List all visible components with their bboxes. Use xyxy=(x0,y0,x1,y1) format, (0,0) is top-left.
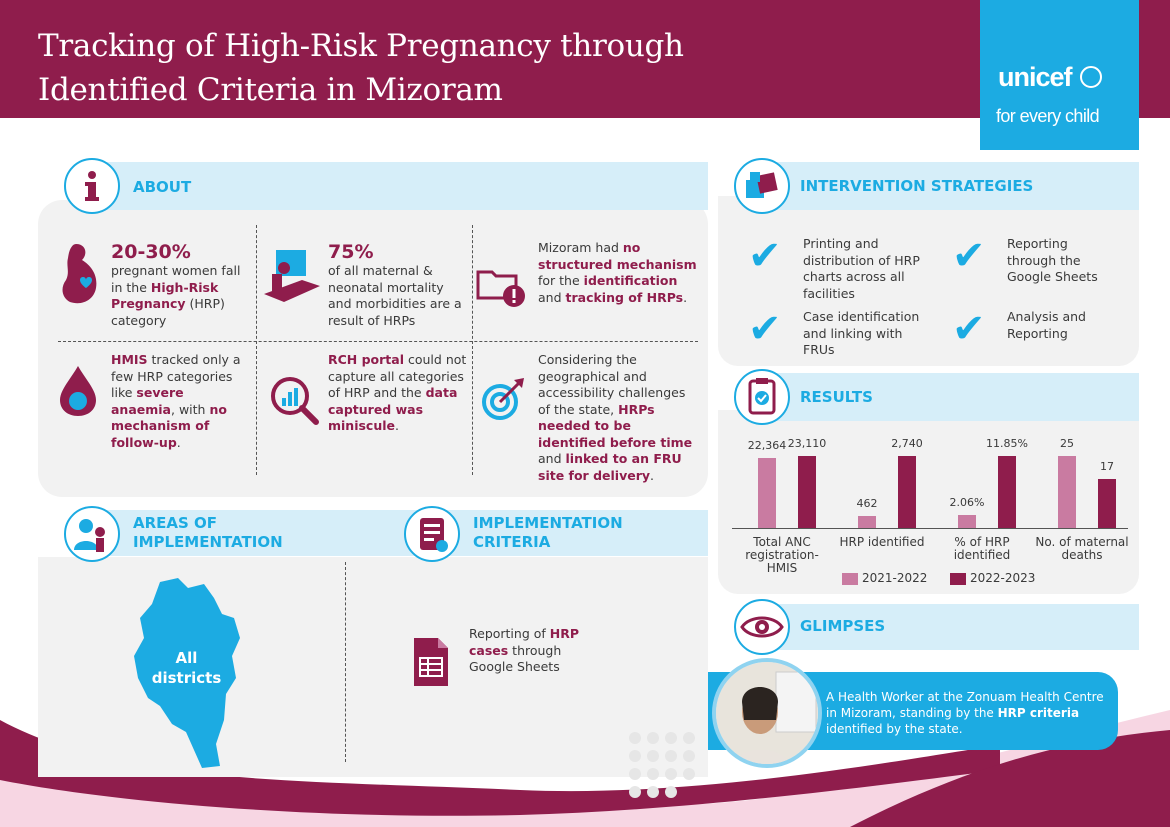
blood-drop-icon xyxy=(60,366,96,416)
about-panel xyxy=(38,200,708,497)
folder-alert-icon xyxy=(476,270,525,307)
chart-axis xyxy=(732,528,1128,529)
glimpses-title: GLIMPSES xyxy=(800,617,886,635)
results-section-bar xyxy=(765,373,1139,421)
clipboard-check-icon xyxy=(734,369,790,425)
about-section-bar xyxy=(92,162,708,210)
bar-value-label: 25 xyxy=(1060,437,1074,450)
logo-word: unicef xyxy=(998,62,1073,92)
legend-label: 2022-2023 xyxy=(970,571,1036,585)
about-divider-h xyxy=(58,341,698,342)
bar-value-label: 2,740 xyxy=(891,437,923,450)
mother-baby-icon xyxy=(264,250,320,302)
category-label: % of HRP identified xyxy=(953,535,1011,562)
bar-prev-1 xyxy=(858,515,876,528)
bar-value-label: 17 xyxy=(1100,460,1114,474)
check-icon: ✔ xyxy=(748,306,782,352)
bar-value-label: 2.06% xyxy=(949,496,985,510)
logo-tagline: for every child xyxy=(996,106,1100,126)
bar-value-label: 11.85% xyxy=(986,437,1028,450)
criteria-title: IMPLEMENTATION CRITERIA xyxy=(473,514,623,551)
check-icon: ✔ xyxy=(748,233,782,279)
globe-icon xyxy=(1080,66,1102,88)
bar-value-label: 22,364 xyxy=(747,439,787,453)
info-icon xyxy=(64,158,120,214)
criteria-item: Reporting of HRP cases through Google Sh… xyxy=(469,626,580,674)
strategy-item-printing: Printing and distribution of HRP charts … xyxy=(803,236,920,301)
results-title: RESULTS xyxy=(800,388,873,406)
header-banner: Tracking of High-Risk Pregnancy through … xyxy=(0,0,1170,118)
bar-value-label: 462 xyxy=(856,496,878,510)
check-icon: ✔ xyxy=(952,306,986,352)
unicef-logo: unicef for every child xyxy=(980,0,1139,150)
category-label: Total ANC registration-HMIS xyxy=(745,535,819,575)
about-cell-rch-portal: RCH portal could not capture all categor… xyxy=(328,352,467,433)
about-divider-v1 xyxy=(256,225,257,475)
areas-title: AREAS OF IMPLEMENTATION xyxy=(133,514,283,551)
target-icon xyxy=(482,378,524,420)
bar-value-label: 23,110 xyxy=(787,437,827,450)
category-label: No. of maternal deaths xyxy=(1035,535,1129,562)
strategy-item-case-id: Case identification and linking with FRU… xyxy=(803,309,920,357)
about-cell-geography: Considering the geographical and accessi… xyxy=(538,352,693,483)
clipboard-list-icon xyxy=(404,506,460,562)
health-worker-icon xyxy=(64,506,120,562)
health-worker-photo xyxy=(712,658,822,768)
magnifier-chart-icon xyxy=(271,377,319,425)
bar-prev-0 xyxy=(758,458,776,528)
areas-divider xyxy=(345,562,346,762)
bar-curr-0 xyxy=(798,456,816,528)
bar-curr-1 xyxy=(898,456,916,528)
page-title: Tracking of High-Risk Pregnancy through … xyxy=(38,28,684,108)
check-icon: ✔ xyxy=(952,233,986,279)
pregnant-woman-icon xyxy=(62,244,97,304)
category-label: HRP identified xyxy=(839,535,925,549)
bar-curr-2 xyxy=(998,456,1016,528)
google-sheets-icon xyxy=(414,638,448,686)
about-cell-hrp-share: 20-30% pregnant women fall in the High-Ri… xyxy=(111,241,241,328)
eye-icon xyxy=(734,599,790,655)
legend-label: 2021-2022 xyxy=(862,571,928,585)
strategies-panel xyxy=(718,196,1139,366)
bar-prev-3 xyxy=(1058,456,1076,528)
puzzle-icon xyxy=(734,158,790,214)
bar-prev-2 xyxy=(958,515,976,528)
glimpses-section-bar xyxy=(765,604,1139,650)
strategy-item-reporting: Reporting through the Google Sheets xyxy=(1007,236,1098,284)
results-chart: 22,364 23,110 Total ANC registration-HMIS 4… xyxy=(730,430,1135,590)
strategies-title: INTERVENTION STRATEGIES xyxy=(800,177,1034,195)
about-divider-v2 xyxy=(472,225,473,475)
strategies-section-bar xyxy=(765,162,1139,210)
map-label: All districts xyxy=(151,649,222,687)
strategy-item-analysis: Analysis and Reporting xyxy=(1007,309,1086,341)
legend-swatch xyxy=(842,573,858,585)
decorative-dots xyxy=(629,732,695,798)
about-cell-no-mechanism: Mizoram had no structured mechanism for … xyxy=(538,240,697,305)
about-cell-hmis: HMIS tracked only a few HRP categories l… xyxy=(111,352,241,450)
glimpses-caption: A Health Worker at the Zonuam Health Cen… xyxy=(826,690,1104,736)
legend-swatch xyxy=(950,573,966,585)
areas-section-bar xyxy=(92,510,708,556)
mizoram-map xyxy=(134,578,240,768)
about-title: ABOUT xyxy=(133,178,192,196)
background-wave xyxy=(0,710,1170,827)
about-cell-mortality: 75% of all maternal & neonatal mortality … xyxy=(328,241,462,328)
bar-curr-3 xyxy=(1098,479,1116,528)
